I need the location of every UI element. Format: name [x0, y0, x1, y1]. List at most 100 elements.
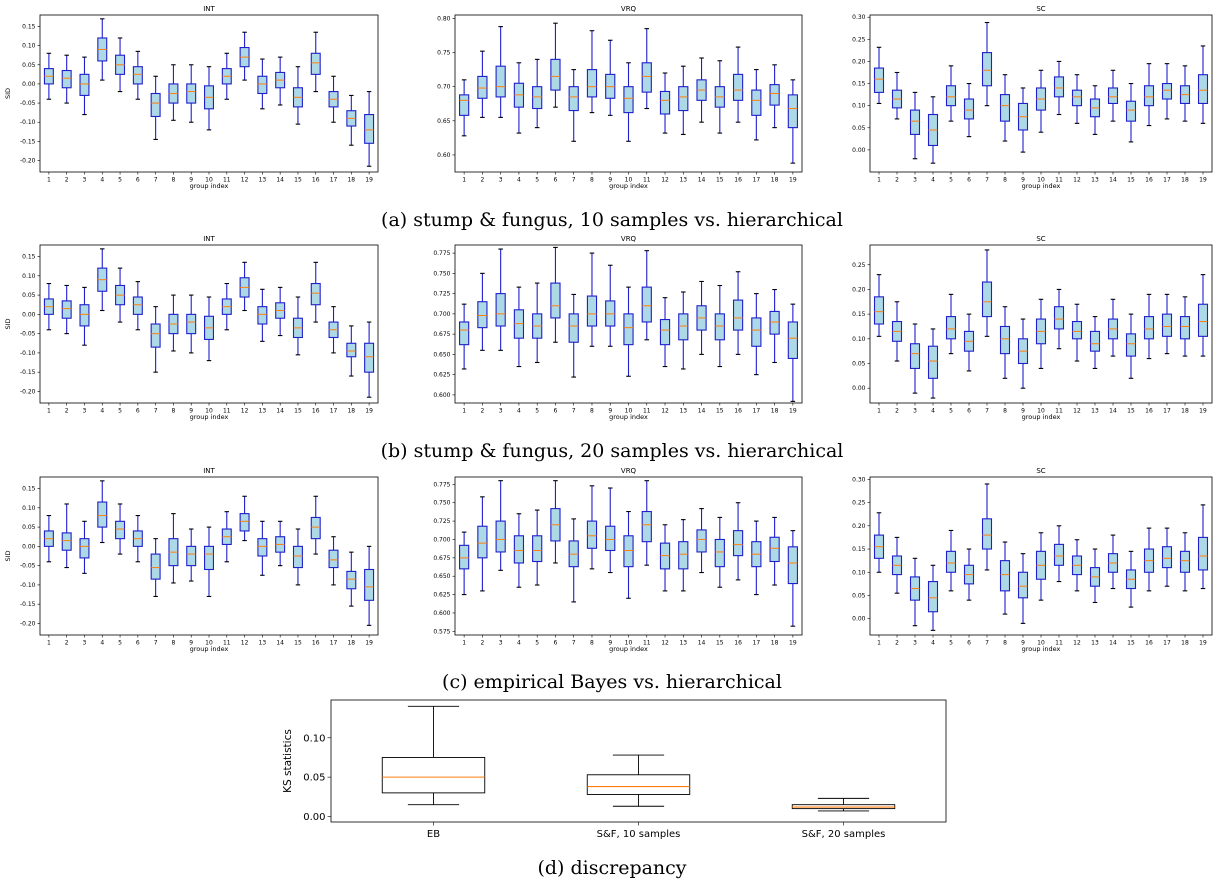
y-tick-label: 0.600	[433, 610, 450, 617]
x-tick-label: 2	[65, 640, 69, 647]
box-group-11	[1053, 60, 1065, 116]
x-tick-label: 7	[985, 408, 989, 415]
x-tick-label: 14	[1109, 408, 1117, 415]
box-group-15	[714, 284, 725, 368]
y-tick-label: -0.15	[20, 369, 36, 376]
x-tick-label: 1	[47, 177, 51, 184]
box	[310, 516, 321, 540]
box	[1089, 330, 1101, 352]
box-group-17	[328, 75, 339, 123]
box-group-12	[659, 297, 671, 368]
box	[732, 73, 744, 101]
x-tick-label: 1	[462, 640, 466, 647]
box	[981, 518, 993, 550]
y-tick-label: 0.775	[433, 250, 450, 257]
box	[292, 545, 303, 569]
x-axis-label: group index	[1022, 413, 1061, 421]
y-tick-label: 0.725	[433, 291, 450, 298]
box-group-6	[963, 548, 975, 601]
x-tick-label: 10	[1037, 408, 1045, 415]
y-tick-label: 0.700	[433, 536, 450, 543]
x-tick-label: 13	[679, 640, 687, 647]
box	[115, 520, 126, 540]
box-group-3	[495, 26, 506, 118]
box	[999, 560, 1011, 592]
box	[945, 85, 957, 107]
box	[257, 306, 268, 325]
x-tick-label: 8	[172, 408, 176, 415]
box-group-8	[168, 513, 179, 584]
y-tick-label: -0.10	[20, 582, 36, 589]
y-tick-label: -0.15	[20, 601, 36, 608]
x-tick-label: 6	[554, 408, 558, 415]
box	[61, 69, 72, 89]
x-tick-label: 13	[1091, 408, 1099, 415]
x-tick-label: 4	[931, 640, 935, 647]
x-tick-label: 5	[118, 640, 122, 647]
box-group-8	[168, 64, 179, 121]
x-tick-label: 7	[572, 408, 576, 415]
box-group-8	[586, 252, 598, 347]
x-tick-label: 18	[1181, 408, 1189, 415]
box-group-11	[1053, 288, 1065, 350]
box-group-13	[678, 65, 689, 136]
box-group-4	[97, 248, 108, 312]
x-tick-label: 5	[535, 177, 539, 184]
y-tick-label: -0.20	[20, 388, 36, 395]
box	[659, 318, 671, 346]
x-tick-label: 14	[698, 408, 706, 415]
x-axis-label: group index	[190, 413, 229, 421]
x-tick-label: 3	[83, 177, 87, 184]
y-tick-label: 0.15	[852, 81, 866, 88]
x-tick-label: 4	[517, 408, 521, 415]
box	[641, 62, 652, 93]
x-tick-label: 17	[1163, 177, 1171, 184]
box	[204, 545, 214, 571]
x-tick-label: 2	[895, 408, 899, 415]
x-tick-label: 12	[661, 408, 669, 415]
x-tick-label: 3	[913, 408, 917, 415]
x-tick-label: 9	[189, 640, 193, 647]
x-tick-label: 2	[65, 408, 69, 415]
box-group-19	[1197, 274, 1209, 357]
box-group-2	[891, 71, 903, 120]
y-tick-label: 0.20	[852, 58, 866, 65]
x-tick-label: 12	[661, 640, 669, 647]
box	[586, 69, 598, 98]
x-tick-label: 12	[1073, 408, 1081, 415]
x-axis-label: group index	[1022, 182, 1061, 190]
x-tick-label: 7	[572, 177, 576, 184]
box-group-5	[945, 293, 957, 355]
box-group-1	[873, 512, 885, 573]
box-group-12	[239, 495, 250, 542]
box-group-7	[981, 483, 993, 571]
box	[186, 313, 197, 335]
x-tick-label: 11	[1055, 640, 1063, 647]
box-group-7	[150, 306, 161, 373]
box	[346, 342, 357, 358]
y-tick-label: -0.20	[20, 620, 36, 627]
x-tick-label: 9	[1021, 640, 1025, 647]
box-group-9	[605, 39, 616, 116]
box-group-9	[605, 264, 616, 347]
x-tick-label: 6	[554, 177, 558, 184]
box-group-9	[186, 64, 197, 123]
y-tick-label: 0.30	[852, 476, 866, 483]
y-tick-label: 0.05	[22, 62, 36, 69]
box-group-19	[787, 79, 798, 164]
box-group-18	[346, 94, 357, 146]
box-group-4	[97, 18, 108, 81]
x-tick-label: 3	[499, 177, 503, 184]
box-group-11	[641, 480, 652, 566]
x-tick-label: 2	[65, 177, 69, 184]
box-group-4	[513, 513, 525, 588]
box-group-18	[769, 64, 780, 129]
y-tick-label: 0.675	[433, 555, 450, 562]
box-group-5	[945, 65, 957, 122]
x-tick-label: 13	[1091, 177, 1099, 184]
x-tick-label: 18	[1181, 640, 1189, 647]
box-group-14	[1107, 69, 1119, 122]
box	[532, 86, 543, 110]
x-tick-label: 18	[771, 640, 779, 647]
